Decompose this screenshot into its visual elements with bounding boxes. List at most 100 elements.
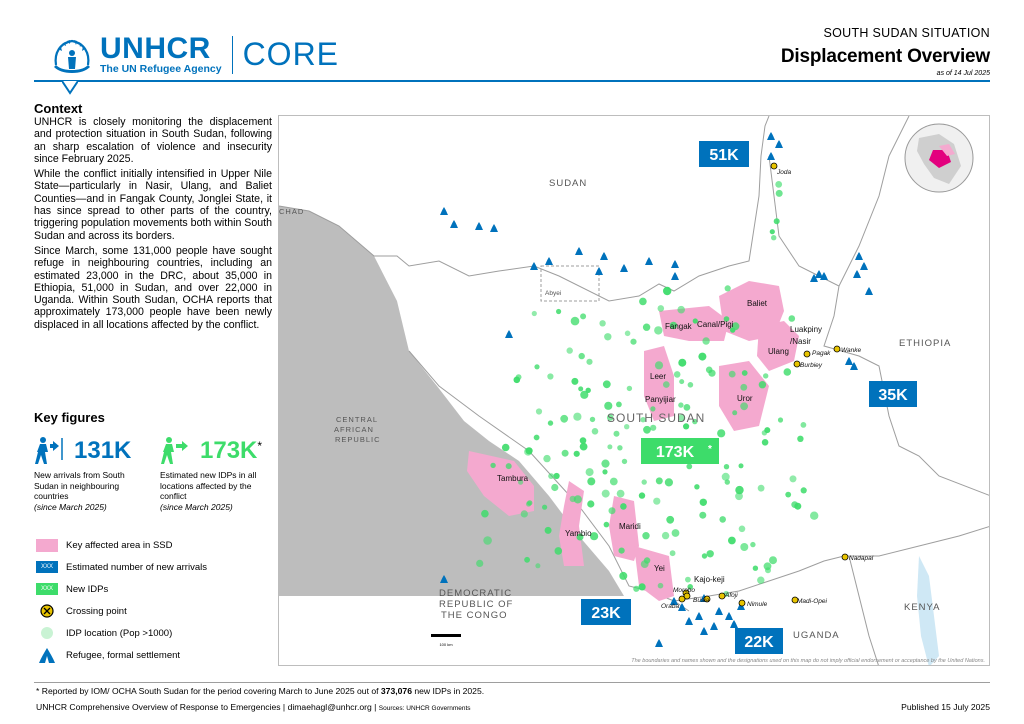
affected-area xyxy=(609,496,639,561)
unhcr-emblem-icon xyxy=(54,39,90,73)
svg-text:100 km: 100 km xyxy=(439,642,453,647)
idp-location-icon xyxy=(701,553,708,559)
crossing-point-icon xyxy=(678,595,686,603)
place-label: Morobo xyxy=(673,587,695,594)
crossing-point-icon xyxy=(833,345,841,353)
tent-icon xyxy=(695,612,703,620)
idp-location-icon xyxy=(544,526,552,534)
idp-location-icon xyxy=(603,521,610,528)
idp-location-icon xyxy=(677,305,685,314)
place-label: Burbiey xyxy=(800,362,823,369)
tent-icon xyxy=(815,270,823,278)
figure-uganda: 22K xyxy=(744,634,774,651)
crossing-icons xyxy=(678,162,849,607)
idp-location-icon xyxy=(738,463,744,469)
label-kenya: KENYA xyxy=(904,602,941,613)
pink-area-swatch xyxy=(36,538,58,552)
contact-email[interactable]: dimaehagl@unhcr.org xyxy=(287,702,372,712)
idp-location-icon xyxy=(642,532,650,540)
affected-area xyxy=(467,451,534,516)
idp-location-icon xyxy=(735,485,744,495)
idp-location-icon xyxy=(573,412,582,421)
idp-location-icon xyxy=(735,492,743,501)
key-figures-heading: Key figures xyxy=(34,410,105,425)
idp-location-icon xyxy=(601,459,610,468)
car-country xyxy=(279,206,624,596)
tent-icon xyxy=(490,224,498,232)
tent-icon xyxy=(850,362,858,370)
idp-location-icon xyxy=(728,536,736,545)
idp-location-icon xyxy=(679,379,685,385)
idp-location-icon xyxy=(655,477,663,485)
context-paragraph: Since March, some 131,000 people have so… xyxy=(34,244,272,331)
idp-location-icon xyxy=(673,371,681,378)
tent-icon xyxy=(855,252,863,260)
idp-location-icon xyxy=(501,443,510,452)
idp-location-icon xyxy=(740,383,748,391)
idp-location-icon xyxy=(535,408,543,415)
tent-icon xyxy=(865,287,873,295)
place-label: Nadapal xyxy=(849,555,874,562)
idp-location-icon xyxy=(788,315,796,322)
idp-location-icon xyxy=(578,386,584,392)
logo-wordmark: UNHCR The UN Refugee Agency xyxy=(100,34,222,76)
idp-location-icon xyxy=(775,181,783,188)
idp-location-icon xyxy=(719,516,726,523)
place-label: Leer xyxy=(650,372,666,381)
idp-location-icon xyxy=(534,364,540,370)
idp-location-icon xyxy=(698,352,707,361)
place-label: Baliet xyxy=(747,299,768,308)
idp-location-icon xyxy=(613,430,620,437)
header-notch xyxy=(62,81,78,95)
idp-location-icon xyxy=(525,447,533,455)
idp-location-icon xyxy=(579,437,587,444)
idp-location-icon xyxy=(664,478,673,487)
idp-location-icon xyxy=(587,477,596,486)
unhcr-logo: UNHCR The UN Refugee Agency CORE xyxy=(48,34,339,75)
idp-location-icon xyxy=(643,425,651,434)
idp-location-icon xyxy=(702,337,710,345)
tent-icon xyxy=(595,267,603,275)
tent-icon xyxy=(620,264,628,272)
uganda-border xyxy=(673,526,989,602)
idp-location-icon xyxy=(551,483,559,492)
idp-location-icon xyxy=(692,418,698,425)
idp-location-icon xyxy=(571,377,579,385)
idp-location-icon xyxy=(585,468,594,477)
idp-location-icon xyxy=(642,323,651,331)
idp-location-icon xyxy=(624,330,631,337)
tent-icon xyxy=(440,207,448,215)
idp-location-icon xyxy=(589,416,596,423)
idp-location-icon xyxy=(560,414,569,423)
place-label: Madi-Opei xyxy=(797,598,828,605)
idp-location-icon xyxy=(717,429,726,438)
idp-location-icon xyxy=(654,361,664,370)
key-figure-arrivals: 131K New arrivals from South Sudan in ne… xyxy=(34,436,149,512)
idp-location-icon xyxy=(721,472,730,481)
idp-location-icon xyxy=(542,504,548,510)
idp-location-icon xyxy=(579,442,588,451)
legend-item: Key affected area in SSD xyxy=(36,534,272,556)
label-drc-1: DEMOCRATIC xyxy=(439,588,512,599)
idps-value: 173K xyxy=(200,437,258,464)
idp-location-icon xyxy=(794,502,802,510)
place-label: Wanke xyxy=(841,347,861,354)
idp-location-icon xyxy=(547,373,554,380)
idp-location-icon xyxy=(775,189,783,197)
place-label: Maridi xyxy=(619,522,641,531)
place-label: Panyijiar xyxy=(645,395,676,404)
place-label: Nimule xyxy=(747,601,768,608)
map-panel: SUDAN CHAD ETHIOPIA KENYA UGANDA SOUTH S… xyxy=(278,115,990,666)
place-label: Joda xyxy=(776,169,791,176)
idp-location-icon xyxy=(694,484,700,490)
label-chad: CHAD xyxy=(279,207,304,216)
idp-location-icon xyxy=(708,369,716,377)
ethiopia-border xyxy=(768,155,989,496)
idp-location-icon xyxy=(638,492,646,499)
ethiopia-north-border xyxy=(838,116,910,287)
header-rule xyxy=(34,80,990,82)
idp-location-icon xyxy=(624,424,630,430)
idp-location-icon xyxy=(752,565,759,571)
key-figure-idps: 173K * Estimated new IDPs in all locatio… xyxy=(160,436,275,512)
situation-label: SOUTH SUDAN SITUATION xyxy=(823,26,990,40)
